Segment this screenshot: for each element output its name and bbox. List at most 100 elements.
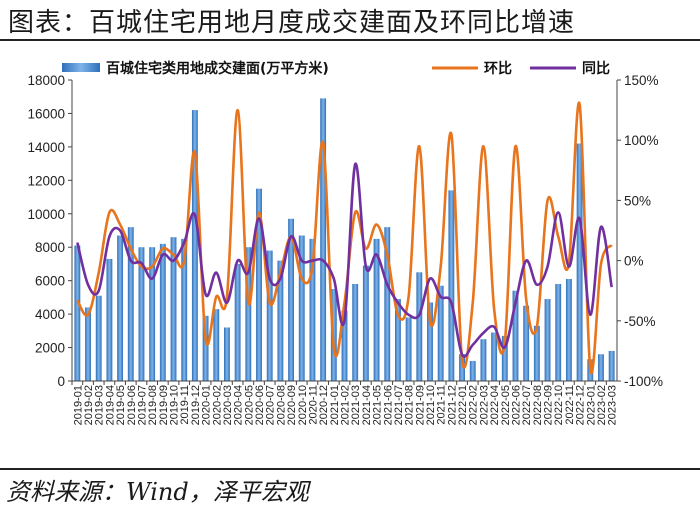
bar-2022-10 <box>555 284 562 381</box>
x-tick-label: 2021-07 <box>393 385 405 425</box>
bar-2020-05 <box>245 247 252 381</box>
legend-label-yoy: 同比 <box>582 60 610 77</box>
bar-2021-09 <box>416 272 423 381</box>
bar-2019-07 <box>138 247 145 381</box>
left-tick-label: 10000 <box>27 207 65 222</box>
bar-2021-12 <box>448 190 455 381</box>
bar-2020-03 <box>224 327 230 381</box>
bar-2019-06 <box>127 227 134 381</box>
bar-2021-02 <box>341 310 348 381</box>
bar-2020-09 <box>288 218 295 381</box>
bar-2022-09 <box>544 299 551 381</box>
x-tick-label: 2023-02 <box>596 385 608 425</box>
bar-2019-03 <box>95 295 102 381</box>
left-tick-label: 16000 <box>27 106 65 121</box>
x-tick-label: 2022-05 <box>500 385 512 425</box>
x-tick-label: 2020-10 <box>297 385 309 425</box>
bar-2022-01 <box>459 354 465 381</box>
bar-2022-04 <box>491 332 498 381</box>
x-tick-label: 2020-08 <box>275 385 287 425</box>
bar-2019-09 <box>159 243 166 381</box>
bar-2021-04 <box>362 265 369 381</box>
left-tick-label: 4000 <box>35 307 65 322</box>
bar-2019-08 <box>149 247 156 381</box>
x-tick-label: 2019-01 <box>72 385 84 425</box>
x-tick-label: 2022-02 <box>468 385 480 425</box>
x-tick-label: 2021-03 <box>350 385 362 425</box>
left-tick-label: 14000 <box>27 140 65 155</box>
bar-2021-08 <box>405 317 412 381</box>
x-tick-label: 2019-04 <box>104 385 116 425</box>
bar-2021-06 <box>384 227 391 381</box>
x-tick-label: 2020-11 <box>307 385 319 425</box>
x-tick-label: 2020-03 <box>222 385 234 425</box>
x-tick-label: 2019-06 <box>126 385 138 425</box>
x-tick-label: 2022-04 <box>489 385 501 425</box>
right-tick-label: 50% <box>624 193 651 208</box>
left-tick-label: 6000 <box>35 274 65 289</box>
yoy-line <box>76 162 613 358</box>
x-tick-label: 2020-02 <box>211 385 223 425</box>
bar-2023-02 <box>598 354 604 381</box>
x-tick-label: 2020-06 <box>254 385 266 425</box>
bar-2022-12 <box>576 143 583 381</box>
left-tick-label: 2000 <box>35 341 65 356</box>
bar-2021-05 <box>373 238 380 381</box>
legend-label-mom: 环比 <box>484 60 512 77</box>
x-tick-label: 2021-11 <box>436 385 448 425</box>
x-tick-label: 2022-10 <box>553 385 565 425</box>
x-tick-label: 2021-09 <box>414 385 426 425</box>
bar-2019-01 <box>74 245 81 381</box>
x-tick-label: 2021-05 <box>372 385 384 425</box>
bar-2020-12 <box>320 98 327 381</box>
right-tick-label: -100% <box>624 374 663 389</box>
bar-2021-07 <box>394 299 401 381</box>
x-tick-label: 2020-12 <box>318 385 330 425</box>
x-tick-label: 2022-07 <box>521 385 533 425</box>
x-tick-label: 2019-03 <box>94 385 106 425</box>
right-tick-label: 100% <box>624 133 659 148</box>
bar-2019-04 <box>106 258 113 381</box>
x-tick-label: 2019-02 <box>83 385 95 425</box>
bar-2021-11 <box>437 285 444 381</box>
x-tick-label: 2021-04 <box>361 385 373 425</box>
right-tick-label: 150% <box>624 73 659 88</box>
x-tick-label: 2022-01 <box>457 385 469 425</box>
source-note: 资料来源：Wind，泽平宏观 <box>6 478 309 506</box>
legend-label-bars: 百城住宅类用地成交建面(万平方米) <box>106 60 329 77</box>
x-tick-label: 2022-11 <box>564 385 576 425</box>
bar-2021-10 <box>427 302 433 381</box>
bar-2020-10 <box>298 235 305 381</box>
x-tick-label: 2022-09 <box>543 385 555 425</box>
x-tick-label: 2019-10 <box>169 385 181 425</box>
x-tick-label: 2019-11 <box>179 385 191 425</box>
title-rule <box>0 39 700 41</box>
x-tick-label: 2022-06 <box>510 385 522 425</box>
bar-2020-01 <box>202 315 209 381</box>
x-tick-label: 2022-08 <box>532 385 544 425</box>
x-tick-label: 2023-01 <box>585 385 597 425</box>
bar-2019-05 <box>117 235 124 381</box>
bar-2019-12 <box>191 110 198 381</box>
left-tick-label: 8000 <box>35 240 65 255</box>
x-tick-label: 2019-07 <box>136 385 148 425</box>
bar-2022-03 <box>480 339 487 381</box>
bar-2020-04 <box>234 263 241 381</box>
x-tick-label: 2020-05 <box>243 385 255 425</box>
right-tick-label: 0% <box>624 254 644 269</box>
bar-2020-11 <box>309 238 316 381</box>
x-tick-label: 2020-01 <box>201 385 213 425</box>
bar-2021-03 <box>352 284 359 381</box>
bar-2020-06 <box>256 188 262 381</box>
x-tick-label: 2021-06 <box>382 385 394 425</box>
x-tick-label: 2019-08 <box>147 385 159 425</box>
combo-chart: 百城住宅类用地成交建面(万平方米) 环比 同比 0 2000 4000 6000 8000 1… <box>27 60 663 425</box>
bar-2019-11 <box>181 238 188 381</box>
x-tick-label: 2021-12 <box>446 385 458 425</box>
x-tick-label: 2021-01 <box>329 385 341 425</box>
x-tick-label: 2020-07 <box>265 385 277 425</box>
chart-title: 图表：百城住宅用地月度成交建面及环同比增速 <box>8 8 576 38</box>
bar-2020-02 <box>213 309 220 381</box>
bar-2020-08 <box>277 260 284 381</box>
x-tick-label: 2021-08 <box>404 385 416 425</box>
